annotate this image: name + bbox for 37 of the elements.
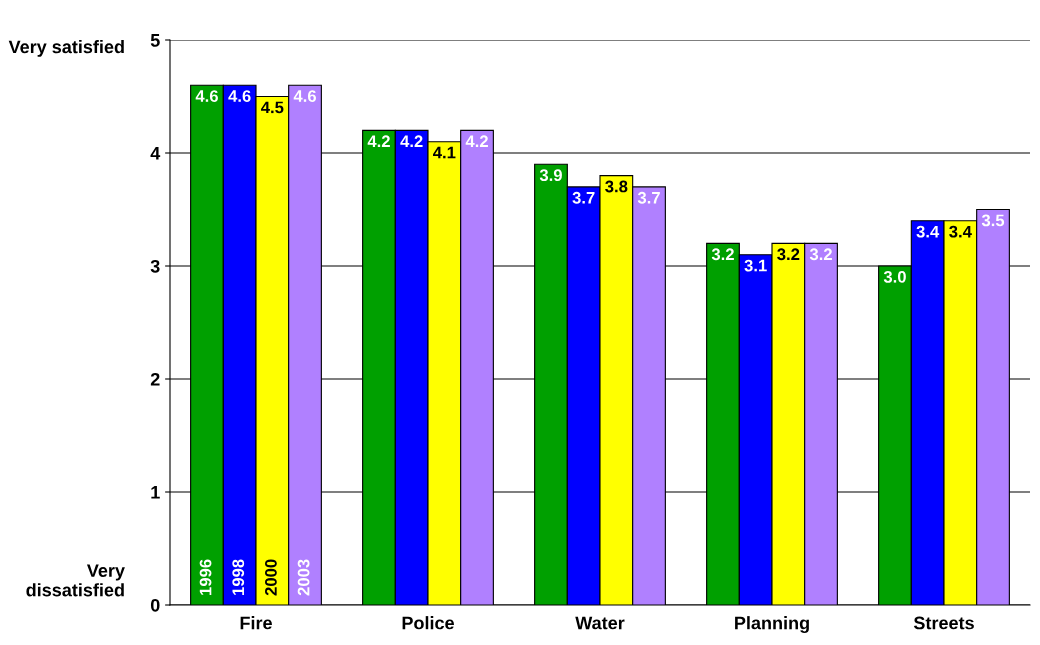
series-label: 2003 bbox=[297, 559, 310, 596]
data-label: 4.6 bbox=[293, 90, 316, 102]
x-tick-label: Planning bbox=[735, 616, 809, 634]
y-tick-label: 5 bbox=[150, 34, 160, 47]
x-tick-label: Streets bbox=[913, 616, 974, 630]
data-label: 4.2 bbox=[465, 135, 488, 147]
data-label: 4.5 bbox=[261, 101, 284, 114]
series-label: 2000 bbox=[265, 559, 277, 596]
x-tick-label: Police bbox=[402, 616, 454, 630]
data-label: 3.7 bbox=[572, 191, 595, 204]
series-label: 1998 bbox=[232, 559, 245, 595]
data-label: 3.4 bbox=[916, 225, 940, 238]
data-label: 4.2 bbox=[367, 135, 390, 147]
data-label: 4.2 bbox=[400, 135, 423, 147]
data-label: 3.5 bbox=[981, 214, 1005, 227]
data-label: 4.6 bbox=[228, 90, 251, 102]
series-label: 1996 bbox=[199, 559, 212, 595]
y-tick-label: 4 bbox=[150, 147, 161, 160]
text: Very dissatisfied bbox=[26, 564, 125, 597]
y-tick-label: 1 bbox=[151, 486, 160, 499]
data-label: 3.2 bbox=[711, 248, 734, 261]
data-label: 3.7 bbox=[637, 191, 660, 204]
y-tick-label: 0 bbox=[150, 598, 160, 612]
y-tick-label: 2 bbox=[150, 372, 160, 386]
data-label: 4.6 bbox=[195, 90, 218, 102]
data-label: 3.4 bbox=[949, 225, 972, 238]
data-label: 3.2 bbox=[809, 248, 832, 261]
data-label: 3.8 bbox=[605, 180, 628, 193]
text: Very satisfied bbox=[8, 40, 124, 57]
data-label: 4.1 bbox=[433, 146, 456, 159]
data-label: 3.0 bbox=[883, 270, 906, 283]
data-label: 3.1 bbox=[744, 259, 767, 272]
y-tick-label: 3 bbox=[150, 259, 160, 273]
data-label: 3.2 bbox=[777, 248, 800, 261]
x-tick-label: Water bbox=[575, 616, 625, 630]
data-label: 3.9 bbox=[539, 169, 562, 182]
x-tick-label: Fire bbox=[240, 616, 272, 630]
